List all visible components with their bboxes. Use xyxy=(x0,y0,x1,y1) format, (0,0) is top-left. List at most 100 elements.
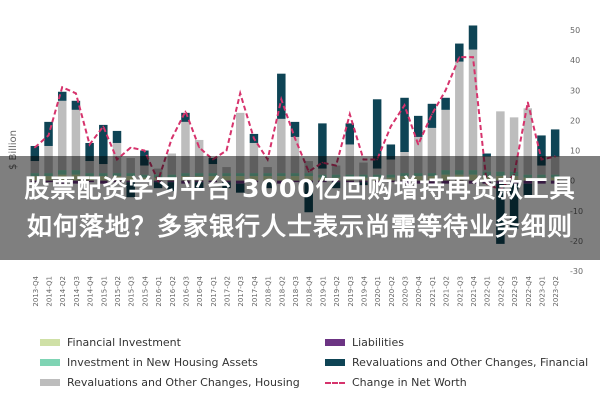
bar-segment xyxy=(71,100,81,110)
x-tick-label: 2022-Q3 xyxy=(511,276,519,307)
legend-label-financial-investment: Financial Investment xyxy=(67,336,181,349)
bar-segment xyxy=(523,108,533,175)
net-worth-point xyxy=(417,143,420,146)
bar-segment xyxy=(99,124,108,165)
x-tick-label: 2014-Q2 xyxy=(59,276,67,307)
net-worth-point xyxy=(253,137,255,140)
bar-segment xyxy=(71,109,81,171)
legend-swatch-reval-housing xyxy=(40,379,60,386)
legend-label-new-housing: Investment in New Housing Assets xyxy=(67,356,258,369)
x-tick-label: 2018-Q3 xyxy=(292,276,300,307)
headline-line-1: 股票配资学习平台 3000亿回购增持再贷款工具 xyxy=(24,174,576,203)
bar-segment xyxy=(455,61,464,171)
x-tick-label: 2023-Q2 xyxy=(552,276,560,307)
legend-item-reval-financial: Revaluations and Other Changes, Financia… xyxy=(325,356,588,369)
x-tick-label: 2023-Q1 xyxy=(538,276,546,307)
legend-swatch-liabilities xyxy=(325,339,345,346)
bar-segment xyxy=(181,112,190,122)
bar-segment xyxy=(57,91,67,101)
net-worth-point xyxy=(444,89,447,92)
x-tick-label: 2017-Q1 xyxy=(210,276,218,307)
x-tick-label: 2021-Q3 xyxy=(456,276,464,307)
x-tick-label: 2022-Q4 xyxy=(525,275,533,306)
x-tick-label: 2015-Q4 xyxy=(141,275,149,306)
x-tick-label: 2022-Q1 xyxy=(484,276,492,307)
net-worth-point xyxy=(280,98,283,101)
y-axis-label: $ Billion xyxy=(8,130,19,170)
x-axis-ticks: 2013-Q4 2014-Q1 2014-Q2 2014-Q3 2014-Q4 2015-… xyxy=(32,275,560,306)
bar-segment xyxy=(112,130,122,143)
legend-swatch-new-housing xyxy=(40,359,60,366)
net-worth-point xyxy=(88,143,91,146)
x-tick-label: 2019-Q3 xyxy=(347,276,355,307)
net-worth-point xyxy=(403,104,406,107)
y-tick-label: 30 xyxy=(570,86,580,95)
bar-segment xyxy=(427,103,437,128)
net-worth-point xyxy=(225,149,228,152)
bar-segment xyxy=(372,99,382,169)
headline-overlay: 股票配资学习平台 3000亿回购增持再贷款工具 如何落地？多家银行人士表示尚需等… xyxy=(0,156,600,260)
net-worth-point xyxy=(102,125,105,128)
x-tick-label: 2020-Q1 xyxy=(374,276,382,307)
net-worth-point xyxy=(472,56,474,58)
legend: Financial Investment Investment in New H… xyxy=(0,328,600,400)
net-worth-point xyxy=(390,125,392,128)
legend-item-reval-housing: Revaluations and Other Changes, Housing xyxy=(40,376,300,389)
bar-segment xyxy=(386,144,396,160)
bar-segment xyxy=(235,112,245,174)
y-tick-label: 50 xyxy=(570,26,580,35)
x-tick-label: 2020-Q4 xyxy=(415,275,423,306)
x-tick-label: 2013-Q4 xyxy=(32,275,40,306)
legend-label-liabilities: Liabilities xyxy=(352,336,404,349)
net-worth-point xyxy=(198,146,200,149)
bar-segment xyxy=(318,123,327,169)
net-worth-point xyxy=(239,92,242,95)
x-tick-label: 2020-Q2 xyxy=(388,276,396,307)
x-tick-label: 2016-Q4 xyxy=(196,275,204,306)
y-tick-label: 20 xyxy=(570,116,580,125)
net-worth-point xyxy=(526,101,529,104)
bar-segment xyxy=(441,97,450,110)
net-worth-point xyxy=(75,92,77,95)
net-worth-point xyxy=(61,86,64,89)
bar-segment xyxy=(57,100,67,171)
net-worth-point xyxy=(294,137,296,140)
bar-segment xyxy=(441,109,450,171)
net-worth-point xyxy=(143,149,146,152)
x-tick-label: 2018-Q1 xyxy=(265,276,273,307)
legend-item-liabilities: Liabilities xyxy=(325,336,404,349)
x-tick-label: 2015-Q1 xyxy=(100,276,108,307)
bar-segment xyxy=(277,73,286,119)
net-worth-point xyxy=(129,146,132,149)
legend-label-net-worth: Change in Net Worth xyxy=(352,376,467,389)
x-tick-label: 2018-Q2 xyxy=(278,276,286,307)
bar-segment xyxy=(550,129,560,157)
y-tick-label: 10 xyxy=(570,147,580,156)
bar-segment xyxy=(537,135,546,166)
legend-dash-net-worth xyxy=(325,381,345,384)
bar-segment xyxy=(30,145,40,162)
bar-segment xyxy=(413,136,423,174)
x-tick-label: 2015-Q2 xyxy=(114,276,122,307)
x-tick-label: 2017-Q4 xyxy=(251,275,259,306)
legend-swatch-reval-financial xyxy=(325,359,345,366)
bar-segment xyxy=(427,127,437,174)
legend-item-financial-investment: Financial Investment xyxy=(40,336,181,349)
x-tick-label: 2017-Q2 xyxy=(224,276,232,307)
x-tick-label: 2022-Q2 xyxy=(497,276,505,307)
bar-segment xyxy=(509,117,519,172)
x-tick-label: 2021-Q4 xyxy=(470,275,478,306)
legend-swatch-financial-investment xyxy=(40,339,60,346)
y-tick-label: -30 xyxy=(570,267,583,276)
bar-segment xyxy=(290,121,300,137)
x-tick-label: 2021-Q2 xyxy=(443,276,451,307)
bar-segment xyxy=(277,118,286,174)
bar-segment xyxy=(468,25,478,50)
net-worth-point xyxy=(170,137,173,140)
x-tick-label: 2016-Q1 xyxy=(155,276,163,307)
x-tick-label: 2017-Q3 xyxy=(237,276,245,307)
x-tick-label: 2014-Q3 xyxy=(73,276,81,307)
x-tick-label: 2016-Q2 xyxy=(169,276,177,307)
net-worth-point xyxy=(34,146,36,149)
y-tick-label: 40 xyxy=(570,56,580,65)
